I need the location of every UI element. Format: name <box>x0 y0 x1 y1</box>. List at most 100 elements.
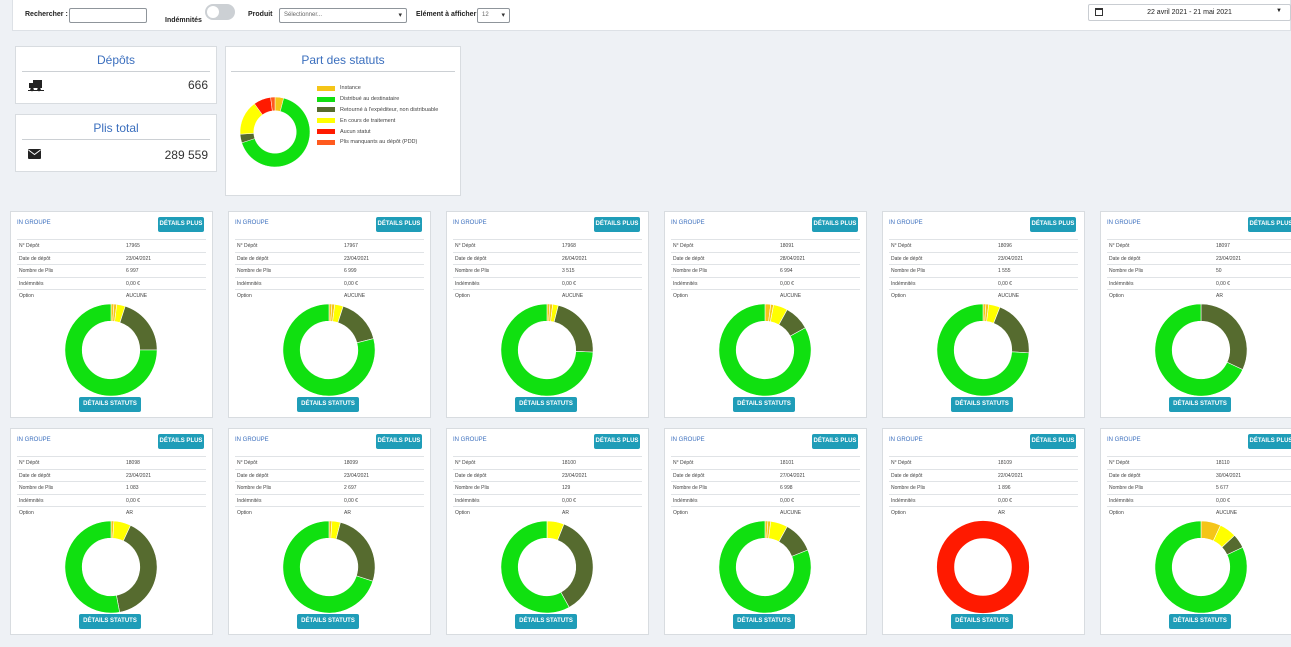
row-value: AR <box>344 510 351 517</box>
row-key: N° Dépôt <box>19 460 40 466</box>
donut-slice[interactable] <box>557 523 594 608</box>
row-key: Nombre de Plis <box>455 268 490 275</box>
details-plus-button[interactable]: DÉTAILS PLUS <box>594 217 640 232</box>
donut-slice[interactable] <box>500 303 594 397</box>
donut-slice[interactable] <box>718 303 812 397</box>
depot-info-table: N° Dépôt 18109 Date de dépôt 22/04/2021 … <box>889 456 1078 519</box>
search-input[interactable] <box>69 8 147 23</box>
details-plus-button[interactable]: DÉTAILS PLUS <box>158 217 204 232</box>
row-key: Nombre de Plis <box>673 485 708 492</box>
group-label[interactable]: IN GROUPE <box>17 437 51 443</box>
details-plus-button[interactable]: DÉTAILS PLUS <box>812 217 858 232</box>
row-key: Indémnités <box>1109 497 1134 504</box>
group-label[interactable]: IN GROUPE <box>889 437 923 443</box>
legend-item[interactable]: Plis manquants au dépôt (PDD) <box>317 137 438 148</box>
donut-slice[interactable] <box>553 304 594 353</box>
details-statuts-button[interactable]: DÉTAILS STATUTS <box>297 614 359 629</box>
table-row: Nombre de Plis 3 515 <box>453 264 642 277</box>
donut-slice[interactable] <box>241 97 311 168</box>
depot-donut-chart <box>282 520 376 614</box>
group-label[interactable]: IN GROUPE <box>671 437 705 443</box>
group-label[interactable]: IN GROUPE <box>453 437 487 443</box>
donut-slice[interactable] <box>282 303 376 397</box>
row-key: Indémnités <box>891 280 916 287</box>
depot-info-table: N° Dépôt 18096 Date de dépôt 23/04/2021 … <box>889 239 1078 302</box>
details-plus-button[interactable]: DÉTAILS PLUS <box>376 217 422 232</box>
donut-slice[interactable] <box>500 520 570 614</box>
donut-slice[interactable] <box>1154 303 1244 397</box>
group-label[interactable]: IN GROUPE <box>453 220 487 226</box>
row-value: AR <box>562 510 569 517</box>
donut-slice[interactable] <box>718 520 812 614</box>
row-key: Option <box>891 510 906 517</box>
row-value: AUCUNE <box>998 293 1020 300</box>
details-statuts-button[interactable]: DÉTAILS STATUTS <box>951 614 1013 629</box>
table-row: Option AUCUNE <box>671 506 860 519</box>
legend-item[interactable]: Aucun statut <box>317 126 438 137</box>
search-label: Rechercher : <box>25 11 68 18</box>
depot-card: IN GROUPE DÉTAILS PLUS N° Dépôt 18091 Da… <box>664 211 867 418</box>
details-plus-button[interactable]: DÉTAILS PLUS <box>594 434 640 449</box>
row-value: 6 998 <box>780 485 793 492</box>
details-statuts-button[interactable]: DÉTAILS STATUTS <box>733 397 795 412</box>
row-key: Date de dépôt <box>19 472 51 479</box>
details-statuts-button[interactable]: DÉTAILS STATUTS <box>951 397 1013 412</box>
details-statuts-button[interactable]: DÉTAILS STATUTS <box>1169 397 1231 412</box>
donut-slice[interactable] <box>282 520 374 614</box>
date-range-picker[interactable]: 22 avril 2021 - 21 mai 2021 ▼ <box>1088 4 1291 21</box>
depot-info-table: N° Dépôt 18099 Date de dépôt 23/04/2021 … <box>235 456 424 519</box>
depot-card: IN GROUPE DÉTAILS PLUS N° Dépôt 17967 Da… <box>228 211 431 418</box>
details-statuts-button[interactable]: DÉTAILS STATUTS <box>297 397 359 412</box>
row-value: 0,00 € <box>344 280 358 287</box>
donut-slice[interactable] <box>335 522 376 582</box>
donut-slice[interactable] <box>64 520 120 614</box>
details-statuts-button[interactable]: DÉTAILS STATUTS <box>79 614 141 629</box>
details-statuts-button[interactable]: DÉTAILS STATUTS <box>515 614 577 629</box>
legend-label: Instance <box>340 85 361 92</box>
details-plus-button[interactable]: DÉTAILS PLUS <box>1248 434 1291 449</box>
legend-item[interactable]: En cours de traitement <box>317 115 438 126</box>
details-statuts-button[interactable]: DÉTAILS STATUTS <box>1169 614 1231 629</box>
group-label[interactable]: IN GROUPE <box>235 220 269 226</box>
donut-slice[interactable] <box>993 306 1030 354</box>
group-label[interactable]: IN GROUPE <box>1107 220 1141 226</box>
details-statuts-button[interactable]: DÉTAILS STATUTS <box>515 397 577 412</box>
donut-slice[interactable] <box>936 520 1030 614</box>
details-plus-button[interactable]: DÉTAILS PLUS <box>1248 217 1291 232</box>
produit-select[interactable]: Sélectionner... ▾ <box>279 8 407 23</box>
donut-slice[interactable] <box>337 305 374 344</box>
indemnites-toggle[interactable] <box>205 4 235 20</box>
donut-slice[interactable] <box>270 96 276 112</box>
details-plus-button[interactable]: DÉTAILS PLUS <box>158 434 204 449</box>
group-label[interactable]: IN GROUPE <box>235 437 269 443</box>
legend-item[interactable]: Instance <box>317 83 438 94</box>
legend-item[interactable]: Distribué au destinataire <box>317 94 438 105</box>
details-plus-button[interactable]: DÉTAILS PLUS <box>1030 217 1076 232</box>
details-plus-button[interactable]: DÉTAILS PLUS <box>812 434 858 449</box>
row-value: 0,00 € <box>562 497 576 504</box>
table-row: Date de dépôt 23/04/2021 <box>889 251 1078 265</box>
donut-slice[interactable] <box>1154 520 1248 614</box>
row-key: Date de dépôt <box>237 472 269 479</box>
table-row: Indémnités 0,00 € <box>453 276 642 290</box>
donut-slice[interactable] <box>119 305 158 351</box>
element-select[interactable]: 12 ▾ <box>477 8 510 23</box>
details-statuts-button[interactable]: DÉTAILS STATUTS <box>79 397 141 412</box>
legend-item[interactable]: Retourné à l'expéditeur, non distribuabl… <box>317 105 438 116</box>
group-label[interactable]: IN GROUPE <box>1107 437 1141 443</box>
details-plus-button[interactable]: DÉTAILS PLUS <box>376 434 422 449</box>
depot-card: IN GROUPE DÉTAILS PLUS N° Dépôt 18101 Da… <box>664 428 867 635</box>
row-key: Date de dépôt <box>673 472 705 479</box>
table-row: Date de dépôt 27/04/2021 <box>671 468 860 482</box>
group-label[interactable]: IN GROUPE <box>17 220 51 226</box>
group-label[interactable]: IN GROUPE <box>889 220 923 226</box>
details-statuts-button[interactable]: DÉTAILS STATUTS <box>733 614 795 629</box>
donut-slice[interactable] <box>64 303 158 397</box>
table-row: Nombre de Plis 6 999 <box>235 264 424 277</box>
donut-slice[interactable] <box>936 303 1030 397</box>
donut-slice[interactable] <box>1200 303 1248 371</box>
row-key: N° Dépôt <box>19 243 40 249</box>
details-plus-button[interactable]: DÉTAILS PLUS <box>1030 434 1076 449</box>
depot-donut-chart <box>500 520 594 614</box>
group-label[interactable]: IN GROUPE <box>671 220 705 226</box>
